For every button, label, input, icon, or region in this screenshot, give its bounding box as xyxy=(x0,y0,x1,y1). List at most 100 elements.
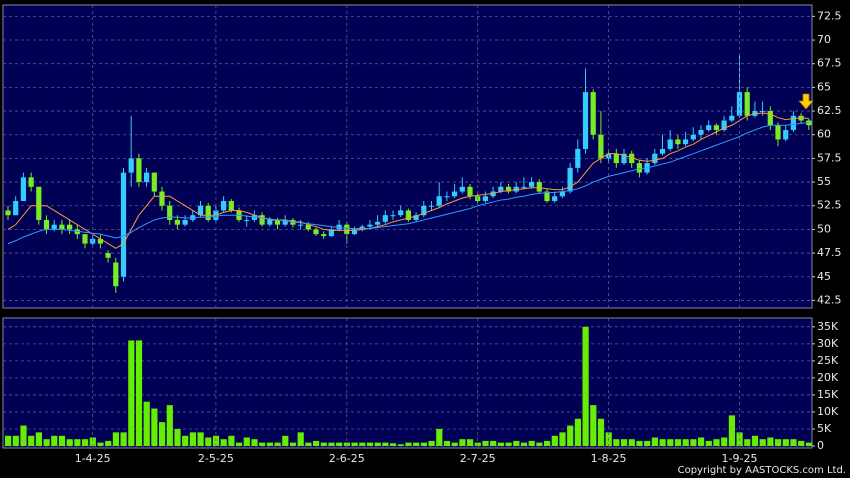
y-tick-label: 47.5 xyxy=(817,246,842,259)
candle-body xyxy=(636,163,642,173)
candle-body xyxy=(136,158,142,183)
volume-bar xyxy=(628,439,635,446)
y-tick-label: 10K xyxy=(817,405,839,418)
volume-bar xyxy=(243,437,250,446)
candle-body xyxy=(43,219,50,230)
y-tick-label: 15K xyxy=(817,388,839,401)
candle-body xyxy=(767,111,773,126)
volume-bar xyxy=(805,442,812,446)
candle-body xyxy=(367,224,373,227)
volume-bar xyxy=(505,442,512,446)
volume-bar xyxy=(651,437,658,446)
volume-bar xyxy=(151,408,158,446)
volume-bar xyxy=(467,439,474,446)
candle-body xyxy=(221,201,227,211)
candle-body xyxy=(590,92,596,135)
volume-bar xyxy=(251,439,258,446)
volume-bar xyxy=(667,439,674,446)
candle-body xyxy=(167,205,173,220)
volume-bar xyxy=(459,439,466,446)
candle-body xyxy=(690,134,696,140)
volume-bar xyxy=(451,442,458,446)
volume-bar xyxy=(405,442,412,446)
candle-body xyxy=(375,221,381,225)
volume-bar xyxy=(274,442,281,446)
candle-body xyxy=(575,148,581,168)
candle-body xyxy=(529,182,535,187)
y-tick-label: 5K xyxy=(817,422,832,435)
candle-body xyxy=(552,196,558,202)
volume-bar xyxy=(574,418,581,446)
volume-bar xyxy=(220,439,227,446)
volume-bar xyxy=(767,437,774,446)
volume-bar xyxy=(443,440,451,446)
candle-body xyxy=(36,186,42,220)
volume-bar xyxy=(197,432,204,446)
candle-body xyxy=(413,215,419,220)
volume-bar xyxy=(12,435,19,446)
volume-bar xyxy=(674,439,682,446)
volume-bar xyxy=(82,439,89,446)
moving-average-line xyxy=(7,121,809,245)
volume-bar xyxy=(744,439,751,446)
candle-body xyxy=(51,224,57,230)
candle-body xyxy=(613,153,619,164)
volume-bar xyxy=(51,435,58,446)
candle-body xyxy=(652,153,658,164)
candle-body xyxy=(559,191,565,197)
candle-body xyxy=(205,205,211,220)
y-tick-label: 20K xyxy=(817,371,839,384)
volume-bar xyxy=(597,418,605,446)
candle-body xyxy=(598,134,604,159)
candle-body xyxy=(351,229,358,235)
volume-bar xyxy=(43,439,50,446)
candle-body xyxy=(536,182,542,192)
volume-bar xyxy=(58,435,66,446)
volume-bar xyxy=(728,415,735,446)
volume-bar xyxy=(751,435,759,446)
candle-body xyxy=(713,125,719,130)
volume-bar xyxy=(636,440,643,446)
candle-body xyxy=(67,224,73,230)
candle-body xyxy=(398,210,404,216)
candle-body xyxy=(629,153,635,164)
candle-body xyxy=(775,125,781,140)
y-tick-label: 55 xyxy=(817,175,831,188)
x-tick-label: 1-9-25 xyxy=(722,452,758,465)
volume-bar xyxy=(798,440,805,446)
candle-body xyxy=(444,196,450,198)
volume-bar xyxy=(397,444,404,446)
candle-body xyxy=(59,224,65,230)
candle-body xyxy=(760,111,766,113)
volume-bar xyxy=(682,439,689,446)
volume-bar xyxy=(413,442,420,446)
volume-bar xyxy=(135,340,143,446)
candle-body xyxy=(5,210,11,216)
candle-body xyxy=(498,186,504,192)
volume-bar xyxy=(313,440,320,446)
volume-bar xyxy=(382,442,389,446)
volume-bar xyxy=(320,442,327,446)
candle-body xyxy=(174,219,180,225)
candle-body xyxy=(259,215,265,225)
latest-arrow xyxy=(798,93,814,110)
candle-body xyxy=(128,158,134,173)
volume-bar xyxy=(490,440,497,446)
y-tick-label: 25K xyxy=(817,354,839,367)
volume-bar xyxy=(236,442,243,446)
volume-bar xyxy=(182,435,189,446)
volume-bar xyxy=(436,428,443,446)
candle-body xyxy=(282,219,288,225)
plot-layer: 42.5 45 47.5 50 52.5 55 57.5 60 62.5 65 67.5 70 72.5… xyxy=(3,5,842,465)
candle-body xyxy=(13,201,19,216)
candle-body xyxy=(675,139,681,145)
y-tick-label: 35K xyxy=(817,320,839,333)
candle-body xyxy=(274,219,281,225)
volume-bar xyxy=(520,442,528,446)
volume-bar xyxy=(790,439,797,446)
volume-bar xyxy=(659,439,666,446)
x-tick-label: 2-5-25 xyxy=(198,452,234,465)
volume-bar xyxy=(528,440,535,446)
